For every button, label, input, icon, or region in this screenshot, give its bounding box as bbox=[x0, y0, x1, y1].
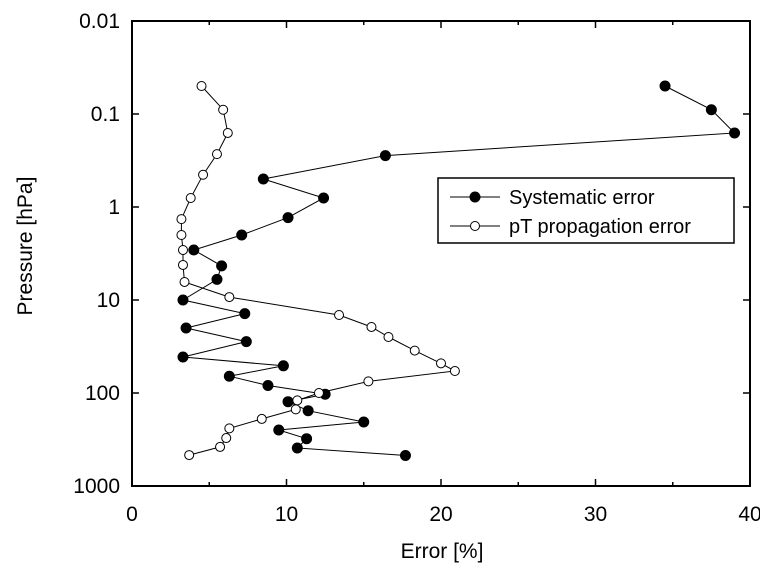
data-point bbox=[256, 413, 267, 424]
data-point bbox=[449, 365, 460, 376]
y-tick-label: 1000 bbox=[73, 475, 120, 498]
data-point bbox=[218, 104, 229, 115]
data-point bbox=[262, 379, 274, 391]
data-point bbox=[221, 433, 232, 444]
legend-label: pT propagation error bbox=[509, 216, 691, 238]
data-point bbox=[177, 259, 188, 270]
data-point bbox=[184, 450, 195, 461]
y-tick-label: 10 bbox=[97, 289, 120, 312]
data-point bbox=[363, 376, 374, 387]
y-tick-label: 0.01 bbox=[79, 10, 120, 33]
data-point bbox=[216, 260, 228, 272]
data-point bbox=[177, 245, 188, 256]
data-point bbox=[179, 276, 190, 287]
data-point bbox=[729, 127, 741, 139]
data-point bbox=[301, 433, 313, 445]
data-point bbox=[176, 229, 187, 240]
data-point bbox=[290, 404, 301, 415]
data-point bbox=[366, 321, 377, 332]
data-point bbox=[177, 351, 189, 363]
legend-label: Systematic error bbox=[509, 187, 655, 209]
data-point bbox=[257, 173, 269, 185]
y-tick-label: 0.1 bbox=[91, 103, 120, 126]
data-point bbox=[236, 229, 248, 241]
data-point bbox=[239, 308, 251, 320]
data-point bbox=[282, 396, 294, 408]
data-point bbox=[436, 358, 446, 369]
data-point bbox=[334, 310, 345, 321]
data-point bbox=[659, 80, 671, 92]
series-line bbox=[181, 85, 736, 456]
data-point bbox=[379, 150, 391, 162]
data-point bbox=[302, 405, 314, 417]
data-point bbox=[273, 424, 285, 436]
series-2 bbox=[176, 81, 460, 461]
x-tick-label: 40 bbox=[738, 503, 760, 526]
x-tick-label: 0 bbox=[126, 503, 138, 526]
legend: Systematic error pT propagation error bbox=[437, 177, 735, 244]
axes: 0 10 20 30 40 0.01 0.1 1 10 100 1000 bbox=[73, 10, 760, 526]
data-point bbox=[180, 322, 192, 334]
data-point bbox=[313, 388, 324, 398]
x-tick-label: 20 bbox=[429, 503, 452, 526]
data-point bbox=[196, 81, 207, 92]
data-point bbox=[399, 450, 411, 462]
data-point bbox=[222, 127, 233, 138]
data-point bbox=[291, 442, 303, 454]
data-point bbox=[318, 192, 330, 204]
legend-marker bbox=[469, 191, 481, 203]
data-point bbox=[409, 345, 420, 356]
series-1 bbox=[177, 80, 741, 462]
x-axis-label: Error [%] bbox=[401, 540, 484, 563]
data-point bbox=[240, 336, 252, 348]
y-tick-label: 1 bbox=[108, 196, 120, 219]
data-point bbox=[358, 416, 370, 428]
data-point bbox=[282, 212, 294, 224]
data-point bbox=[224, 423, 235, 434]
data-point bbox=[223, 370, 235, 382]
series-layer bbox=[176, 80, 741, 462]
data-point bbox=[198, 169, 209, 180]
data-point bbox=[705, 104, 717, 116]
data-point bbox=[277, 360, 289, 372]
data-point bbox=[211, 273, 223, 285]
legend-marker bbox=[470, 221, 480, 231]
data-point bbox=[224, 292, 235, 303]
legend-box bbox=[437, 177, 735, 244]
data-point bbox=[215, 441, 226, 452]
data-point bbox=[383, 332, 394, 343]
plot-frame bbox=[131, 20, 751, 487]
data-point bbox=[177, 294, 189, 306]
y-axis-label: Pressure [hPa] bbox=[14, 177, 37, 316]
data-point bbox=[211, 149, 222, 160]
x-tick-label: 10 bbox=[275, 503, 298, 526]
data-point bbox=[176, 214, 187, 225]
y-tick-label: 100 bbox=[85, 382, 120, 405]
x-tick-label: 30 bbox=[584, 503, 607, 526]
data-point bbox=[185, 192, 196, 203]
data-point bbox=[292, 395, 303, 406]
data-point bbox=[188, 244, 200, 256]
